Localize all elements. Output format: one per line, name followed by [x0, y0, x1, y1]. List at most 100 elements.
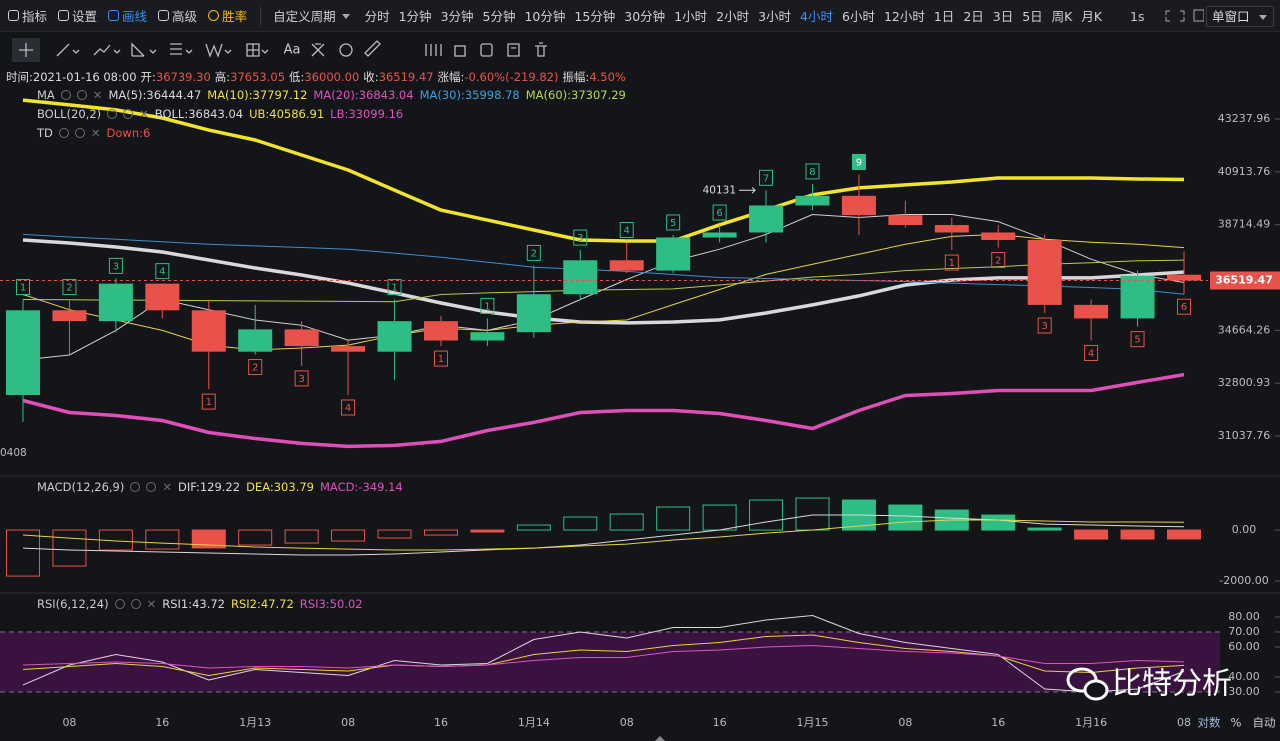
lock2-tool[interactable]	[454, 45, 466, 57]
period[interactable]: 2日	[963, 9, 984, 24]
period[interactable]: 6小时	[842, 9, 875, 24]
period[interactable]: 3分钟	[440, 9, 474, 24]
text-tool[interactable]: Aa	[284, 43, 301, 58]
line-tool[interactable]	[56, 43, 80, 57]
macd-bar	[145, 529, 180, 550]
ruler-tool[interactable]	[364, 40, 381, 57]
collapse-arrow[interactable]	[655, 736, 665, 741]
wave-tool[interactable]	[205, 43, 232, 58]
period[interactable]: 月K	[1081, 9, 1103, 24]
td-label: 5	[1134, 335, 1140, 346]
td-label: 3	[298, 374, 304, 385]
period[interactable]: 2小时	[716, 9, 750, 24]
candle-body	[702, 232, 737, 238]
pattern-tool[interactable]	[311, 43, 325, 57]
close-icon[interactable]: ✕	[90, 126, 101, 140]
period[interactable]: 10分钟	[524, 9, 566, 24]
td-label: 3	[113, 261, 119, 272]
gear-icon[interactable]	[130, 599, 141, 609]
period[interactable]: 5分钟	[482, 9, 516, 24]
gear-icon[interactable]	[146, 482, 157, 492]
eye-icon[interactable]	[114, 599, 125, 609]
td-box	[944, 254, 959, 271]
td-box	[16, 279, 30, 296]
rsi-line	[22, 645, 1185, 669]
period[interactable]: 1日	[933, 9, 955, 24]
magnet-tool[interactable]	[339, 43, 353, 57]
grid-tool[interactable]	[246, 43, 269, 57]
info-value: 2021-01-16 08:00	[32, 70, 137, 84]
period[interactable]: 3日	[992, 9, 1014, 24]
lock-tool[interactable]	[425, 44, 442, 56]
trend-tool[interactable]	[93, 44, 121, 56]
close-icon[interactable]: ✕	[139, 107, 149, 121]
speed[interactable]: 1s	[1130, 8, 1145, 24]
close-icon[interactable]: ✕	[162, 480, 172, 494]
tool[interactable]: 设置	[58, 6, 97, 25]
tool[interactable]: 指标	[8, 6, 47, 25]
eye-icon[interactable]	[58, 128, 69, 138]
gear-icon[interactable]	[74, 128, 85, 138]
tool-icon	[8, 10, 19, 21]
axis-option[interactable]: %	[1231, 716, 1242, 730]
close-icon[interactable]: ✕	[92, 88, 103, 102]
tool-label: 高级	[172, 9, 198, 24]
td-label: 5	[670, 218, 676, 229]
td-box	[526, 244, 541, 261]
delete-tool[interactable]	[535, 42, 547, 57]
layer-tool[interactable]	[507, 43, 520, 57]
macd-bar	[795, 497, 830, 531]
eye-icon[interactable]	[107, 109, 118, 119]
td-box	[1037, 317, 1052, 334]
axis-option[interactable]: 自动	[1253, 716, 1276, 730]
period[interactable]: 12小时	[883, 9, 925, 24]
top-toolbar: 指标 设置 画线 高级 胜率 自定义周期 分时 1分钟 3分钟 5分钟 10分钟 15分钟 30分钟 1…	[0, 0, 1280, 32]
candle-body	[191, 310, 226, 352]
gear-icon[interactable]	[76, 90, 87, 100]
candle-body	[423, 321, 458, 341]
td-box	[805, 163, 820, 180]
macd-bar	[191, 529, 226, 549]
tool[interactable]: 高级	[158, 6, 197, 25]
period[interactable]: 5日	[1022, 9, 1043, 24]
x-tick-label: 1月16	[1075, 716, 1107, 729]
legend-item: DIF:129.22	[177, 480, 241, 494]
period[interactable]: 4小时	[800, 9, 833, 24]
tool[interactable]: 画线	[108, 6, 147, 25]
period[interactable]: 1分钟	[398, 9, 432, 24]
fib-tool[interactable]	[170, 43, 193, 55]
period[interactable]: 15分钟	[574, 9, 616, 24]
period[interactable]: 30分钟	[624, 9, 666, 24]
window-icon[interactable]	[1193, 9, 1205, 22]
tool[interactable]: 胜率	[208, 6, 247, 25]
td-label: 2	[995, 256, 1001, 267]
fullscreen-icon[interactable]	[1165, 10, 1185, 22]
td-label: 8	[809, 167, 815, 178]
macd-bar	[377, 529, 412, 539]
period[interactable]: 分时	[364, 9, 390, 24]
eye-icon[interactable]	[130, 482, 141, 492]
axis-option[interactable]: 对数	[1198, 716, 1221, 730]
tool-icon	[158, 10, 170, 21]
rsi-line	[22, 615, 1185, 693]
y-tick-label: 70.00	[1228, 625, 1260, 638]
info-value: 36519.47	[378, 70, 434, 84]
window-select[interactable]: 单窗口	[1206, 6, 1274, 27]
gear-icon[interactable]	[123, 109, 134, 119]
period[interactable]: 周K	[1051, 9, 1073, 24]
macd-bar	[423, 529, 458, 536]
legend-row: MACD(12,26,9) ✕ DIF:129.22 DEA:303.79 MACD:-…	[37, 480, 403, 494]
close-icon[interactable]: ✕	[146, 597, 157, 611]
td-box	[341, 399, 356, 416]
angle-tool[interactable]	[131, 42, 157, 57]
eye-icon[interactable]	[60, 90, 71, 100]
period[interactable]: 自定义周期	[273, 6, 350, 25]
td-box	[294, 370, 309, 387]
hide-tool[interactable]	[480, 43, 493, 57]
y-tick-label: 0.00	[1232, 523, 1257, 536]
period[interactable]: 1小时	[674, 9, 708, 24]
legend-item: BOLL:36843.04	[154, 107, 244, 121]
crosshair-tool[interactable]	[19, 43, 33, 57]
period[interactable]: 3小时	[758, 9, 792, 24]
macd-bar	[331, 529, 366, 542]
